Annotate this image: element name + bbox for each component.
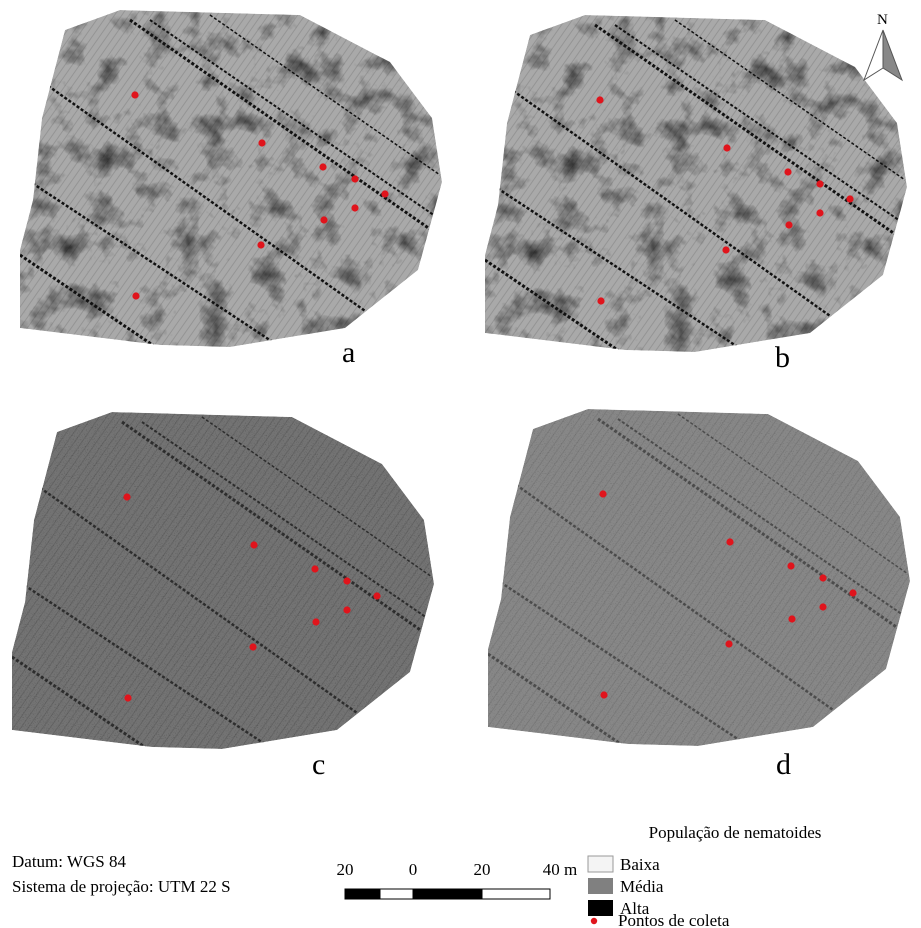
legend-item: Média <box>620 877 664 896</box>
scale-label: 20 <box>337 860 354 879</box>
datum: Datum: WGS 84 Sistema de projeção: UTM 2… <box>12 852 231 896</box>
scale-label: 0 <box>409 860 418 879</box>
panel-label: d <box>776 748 791 781</box>
projection-text: Sistema de projeção: UTM 22 S <box>12 877 231 896</box>
legend-item: Baixa <box>620 855 660 874</box>
figure: a b c d N Datum: WGS 84 Sistema de proje… <box>0 0 921 928</box>
legend-item: Pontos de coleta <box>618 911 730 928</box>
panel-label: c <box>312 748 325 781</box>
map-panel: a <box>0 0 470 369</box>
legend-title: População de nematoides <box>649 823 822 842</box>
scale-bar: 20 0 20 40 m <box>337 860 578 899</box>
panel-label: b <box>775 341 790 374</box>
map-panel: c <box>0 402 462 781</box>
scale-label: 40 m <box>543 860 577 879</box>
map-panel: b <box>465 5 921 374</box>
north-label: N <box>877 12 888 28</box>
map-panel: d <box>468 399 921 781</box>
north-arrow: N <box>864 12 902 80</box>
panel-label: a <box>342 336 355 369</box>
legend: População de nematoides Baixa Média Alta… <box>588 823 821 928</box>
scale-label: 20 <box>474 860 491 879</box>
datum-text: Datum: WGS 84 <box>12 852 126 871</box>
